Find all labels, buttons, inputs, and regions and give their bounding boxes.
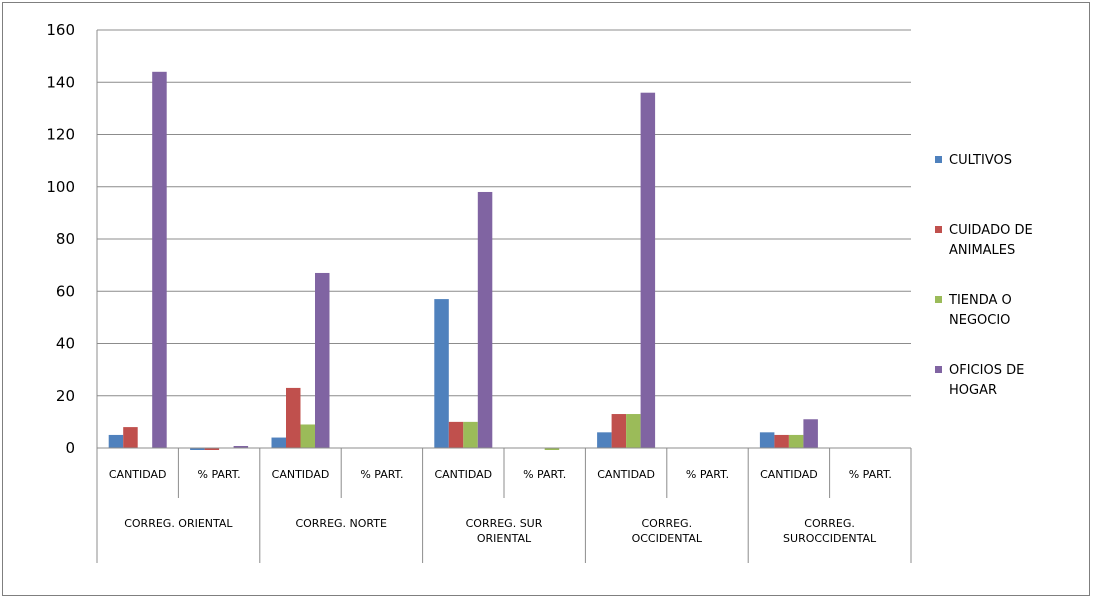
- bar-cuidado-de-animales: [611, 414, 627, 448]
- bar-oficios-de-hogar: [315, 272, 330, 448]
- y-tick-label: 60: [56, 282, 75, 300]
- y-tick-label: 100: [46, 178, 75, 196]
- bar-cultivos: [190, 448, 205, 450]
- legend-label: TIENDA O NEGOCIO: [948, 293, 1012, 328]
- legend-swatch: [935, 366, 942, 373]
- legend-item: CULTIVOS: [935, 153, 1012, 168]
- y-axis-ticks: 0 20 40 60 80 100 120 140 160: [46, 21, 75, 457]
- x-category-label: % PART.: [849, 468, 892, 481]
- bar-cultivos: [434, 299, 449, 448]
- legend-item: TIENDA O NEGOCIO: [935, 293, 1012, 328]
- legend-swatch: [935, 226, 942, 233]
- x-group-label: CORREG. OCCIDENTAL: [632, 517, 703, 545]
- bar-cultivos: [759, 432, 775, 448]
- x-axis-labels: CANTIDAD % PART. CANTIDAD % PART. CANTIDAD % …: [109, 468, 892, 545]
- y-tick-label: 20: [56, 387, 75, 405]
- bar-cultivos: [597, 432, 612, 448]
- x-category-label: % PART.: [198, 468, 241, 481]
- x-category-label: CANTIDAD: [597, 468, 655, 481]
- legend-label: OFICIOS DE HOGAR: [949, 363, 1024, 398]
- bar-cultivos: [108, 434, 124, 448]
- y-tick-label: 0: [65, 439, 75, 457]
- x-group-label: CORREG. NORTE: [295, 517, 387, 530]
- x-group-label: CORREG. SUR ORIENTAL: [466, 517, 543, 545]
- x-category-label: CANTIDAD: [760, 468, 818, 481]
- x-group-label: CORREG. SUROCCIDENTAL: [783, 517, 877, 545]
- y-tick-label: 140: [46, 73, 75, 91]
- bar-tienda-o-negocio: [463, 421, 478, 448]
- y-tick-label: 120: [46, 126, 75, 144]
- gridlines: [97, 29, 911, 397]
- bar-oficios-de-hogar: [803, 419, 818, 448]
- legend: CULTIVOS CUIDADO DE ANIMALES TIENDA O NEGOCI…: [935, 153, 1033, 398]
- x-category-label: % PART.: [523, 468, 566, 481]
- bar-tienda-o-negocio: [788, 434, 804, 448]
- x-category-label: % PART.: [360, 468, 403, 481]
- y-tick-label: 160: [46, 21, 75, 39]
- bar-cuidado-de-animales: [123, 427, 138, 448]
- x-category-label: % PART.: [686, 468, 729, 481]
- bar-cuidado-de-animales: [204, 448, 220, 450]
- x-category-label: CANTIDAD: [434, 468, 492, 481]
- x-category-label: CANTIDAD: [109, 468, 167, 481]
- x-axis: [96, 30, 912, 563]
- bar-tienda-o-negocio: [300, 424, 315, 448]
- bar-cuidado-de-animales: [448, 421, 464, 448]
- legend-item: CUIDADO DE ANIMALES: [935, 223, 1033, 258]
- bar-cuidado-de-animales: [286, 387, 301, 448]
- legend-item: OFICIOS DE HOGAR: [935, 363, 1024, 398]
- y-tick-label: 40: [56, 335, 75, 353]
- bar-tienda-o-negocio: [626, 414, 641, 448]
- bar-tienda-o-negocio: [544, 448, 560, 450]
- legend-label: CUIDADO DE ANIMALES: [949, 223, 1033, 258]
- x-category-label: CANTIDAD: [272, 468, 330, 481]
- legend-label: CULTIVOS: [949, 153, 1012, 168]
- bar-oficios-de-hogar: [152, 71, 167, 449]
- legend-swatch: [935, 296, 942, 303]
- bar-cultivos: [271, 437, 286, 448]
- bar-oficios-de-hogar: [640, 92, 656, 448]
- bars: [108, 71, 818, 450]
- bar-cuidado-de-animales: [774, 434, 789, 448]
- legend-swatch: [935, 156, 942, 163]
- bar-oficios-de-hogar: [233, 446, 249, 448]
- bar-oficios-de-hogar: [477, 191, 493, 448]
- y-tick-label: 80: [56, 230, 75, 248]
- x-group-label: CORREG. ORIENTAL: [124, 517, 233, 530]
